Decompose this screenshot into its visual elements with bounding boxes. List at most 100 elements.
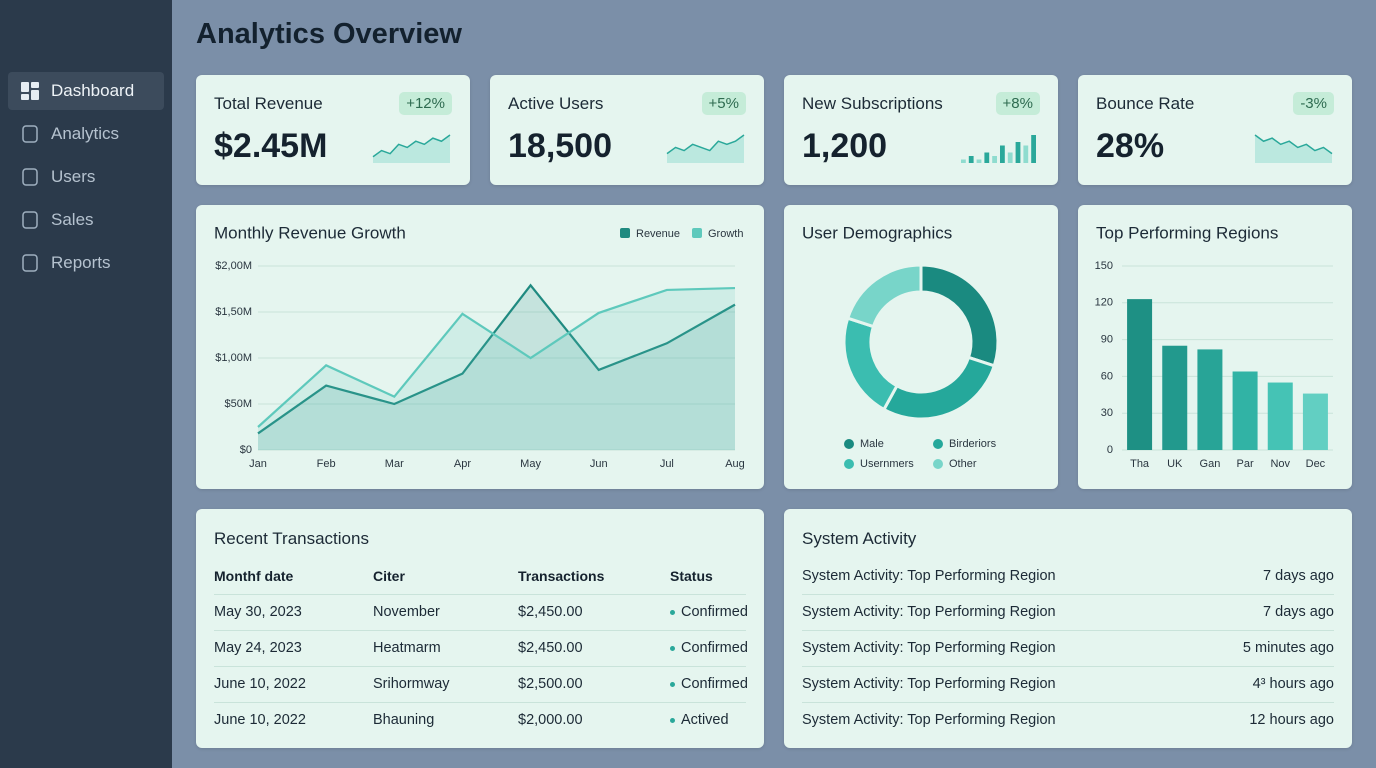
cell: $2,450.00 (518, 640, 583, 656)
chart-title: User Demographics (802, 223, 952, 242)
kpi-value: 1,200 (802, 127, 888, 165)
cell: $2,450.00 (518, 604, 583, 620)
series-line (257, 283, 736, 435)
bar (1232, 371, 1258, 450)
legend-label: Male (860, 438, 884, 450)
y-tick-label: 90 (1101, 334, 1113, 346)
legend-swatch (692, 228, 702, 238)
spark-bar (1031, 135, 1036, 163)
row-divider (802, 702, 1334, 703)
kpi-value: $2.45M (214, 127, 328, 165)
nav-item[interactable]: Dashboard (8, 72, 164, 110)
cell: June 10, 2022 (214, 676, 306, 692)
nav-icon (22, 125, 38, 143)
kpi-card: Active Users +5% 18,500 (490, 75, 764, 185)
x-tick-label: Apr (454, 458, 471, 470)
cell: Confirmed (681, 604, 748, 620)
y-tick-label: $1,50M (215, 306, 252, 318)
activity-text: System Activity: Top Performing Region (802, 676, 1056, 692)
cell: Confirmed (681, 676, 748, 692)
y-tick-label: 150 (1095, 260, 1113, 272)
row-divider (802, 630, 1334, 631)
kpi-value: 18,500 (508, 127, 612, 165)
x-tick-label: May (520, 458, 541, 470)
icon-shape (31, 82, 39, 88)
sidebar: Dashboard Analytics Users Sales Reports (0, 0, 172, 768)
row-divider (802, 666, 1334, 667)
spark-bar (1000, 145, 1005, 163)
legend-swatch (933, 459, 943, 469)
bar (1197, 349, 1223, 450)
nav-label: Dashboard (51, 81, 135, 100)
row-divider (214, 594, 746, 595)
kpi-change: +5% (701, 92, 746, 115)
icon-shape (21, 94, 29, 100)
y-tick-label: $2,00M (215, 260, 252, 272)
legend-label: Growth (708, 228, 743, 240)
spark-area (373, 135, 450, 163)
sparkline (372, 134, 451, 163)
spark-bar (961, 159, 966, 163)
x-tick-label: Gan (1200, 458, 1221, 470)
cell: Confirmed (681, 640, 748, 656)
spark-line (666, 134, 745, 155)
chart-title: Monthly Revenue Growth (214, 223, 406, 242)
nav-label: Analytics (51, 124, 120, 143)
activity-text: System Activity: Top Performing Region (802, 568, 1056, 584)
icon-shape (21, 82, 29, 92)
status-dot (670, 610, 675, 615)
legend-swatch (844, 459, 854, 469)
bar (1162, 345, 1188, 450)
spark-bar (976, 159, 982, 163)
column-header: Monthf date (214, 568, 294, 584)
series-area (258, 288, 735, 450)
icon-shape (22, 168, 38, 186)
cell: Heatmarm (373, 640, 441, 656)
icon-shape (22, 125, 38, 143)
x-tick-label: Jul (660, 458, 674, 470)
activity-time: 4³ hours ago (1252, 676, 1334, 692)
status-dot (670, 646, 675, 651)
kpi-label: New Subscriptions (802, 94, 943, 113)
nav-icon (22, 211, 38, 229)
x-tick-label: Tha (1130, 458, 1150, 470)
activity-text: System Activity: Top Performing Region (802, 712, 1056, 728)
donut-segment (881, 355, 997, 421)
chart-card: Monthly Revenue Growth $0 $50M $1,00M $1,50M… (196, 205, 764, 489)
cell: Srihormway (373, 676, 450, 692)
nav-item[interactable]: Reports (8, 244, 164, 282)
nav-item[interactable]: Sales (8, 201, 164, 239)
icon-shape (22, 211, 38, 229)
kpi-label: Total Revenue (214, 94, 323, 113)
cell: $2,500.00 (518, 676, 583, 692)
x-tick-label: Jun (590, 458, 608, 470)
cell: November (373, 604, 440, 620)
bar (1267, 382, 1293, 450)
legend-label: Revenue (636, 228, 680, 240)
legend-swatch (844, 439, 854, 449)
donut-segment (845, 263, 923, 329)
spark-bar (1007, 152, 1013, 163)
spark-bar (984, 152, 990, 163)
series-line (257, 286, 736, 428)
nav-label: Reports (51, 253, 111, 272)
x-tick-label: Par (1237, 458, 1254, 470)
y-tick-label: 120 (1095, 297, 1113, 309)
nav-icon (22, 254, 38, 272)
bar (1302, 393, 1328, 450)
cell: Bhauning (373, 712, 435, 728)
bar (1127, 299, 1153, 450)
activity-time: 7 days ago (1263, 568, 1334, 584)
legend-label: Usernmers (860, 458, 914, 470)
spark-bar (1023, 145, 1029, 163)
kpi-card: Total Revenue +12% $2.45M (196, 75, 470, 185)
activity-time: 5 minutes ago (1242, 640, 1334, 656)
chart: Top Performing Regions 0 30 60 90 120 150 Tha UK… (1095, 223, 1333, 470)
sparkline (961, 135, 1036, 163)
row-divider (214, 666, 746, 667)
nav-item[interactable]: Users (8, 158, 164, 196)
nav-item[interactable]: Analytics (8, 115, 164, 153)
kpi-label: Bounce Rate (1096, 94, 1195, 113)
activity-text: System Activity: Top Performing Region (802, 640, 1056, 656)
activity-card: System Activity System Activity: Top Perf… (784, 509, 1352, 748)
